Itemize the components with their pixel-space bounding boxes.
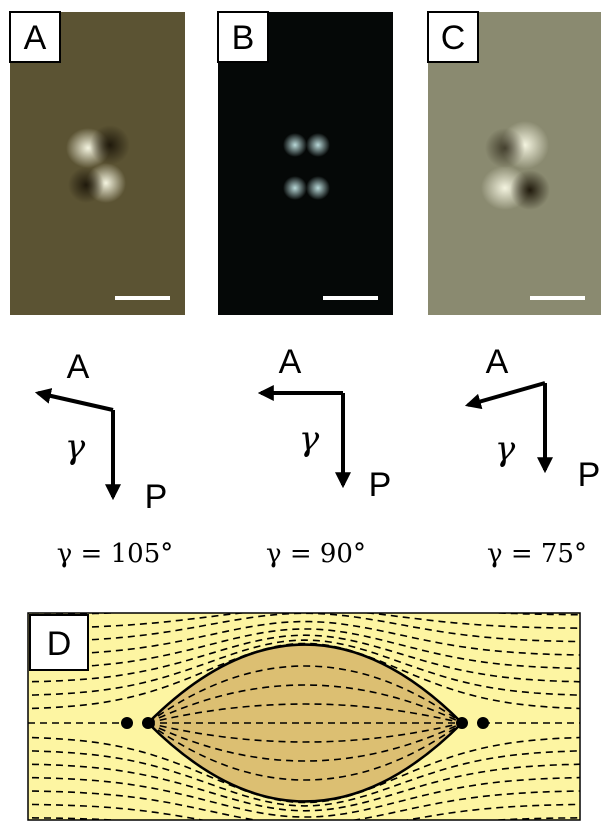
angle-symbol: γ bbox=[495, 429, 516, 469]
analyzer-label: A bbox=[486, 343, 509, 381]
angle-caption: γ = 90° bbox=[266, 539, 366, 569]
figure: A B C A P γ γ = 105° A P γ γ = 90° A P γ… bbox=[0, 0, 601, 823]
analyzer-label: A bbox=[67, 348, 90, 386]
polarizer-label: P bbox=[145, 478, 168, 516]
angle-caption: γ = 105° bbox=[57, 539, 173, 569]
panel-label: A bbox=[24, 19, 47, 57]
panel-label: D bbox=[47, 625, 72, 663]
analyzer-label: A bbox=[279, 343, 302, 381]
angle-symbol: γ bbox=[299, 419, 320, 459]
polarizer-label: P bbox=[578, 456, 601, 494]
angle-symbol: γ bbox=[65, 427, 86, 467]
panel-label: B bbox=[232, 19, 255, 57]
angle-caption: γ = 75° bbox=[487, 539, 587, 569]
polarizer-label: P bbox=[369, 466, 392, 504]
polarizer-arrows bbox=[38, 383, 545, 497]
panel-label: C bbox=[441, 19, 466, 57]
director-diagram: D bbox=[20, 599, 590, 823]
